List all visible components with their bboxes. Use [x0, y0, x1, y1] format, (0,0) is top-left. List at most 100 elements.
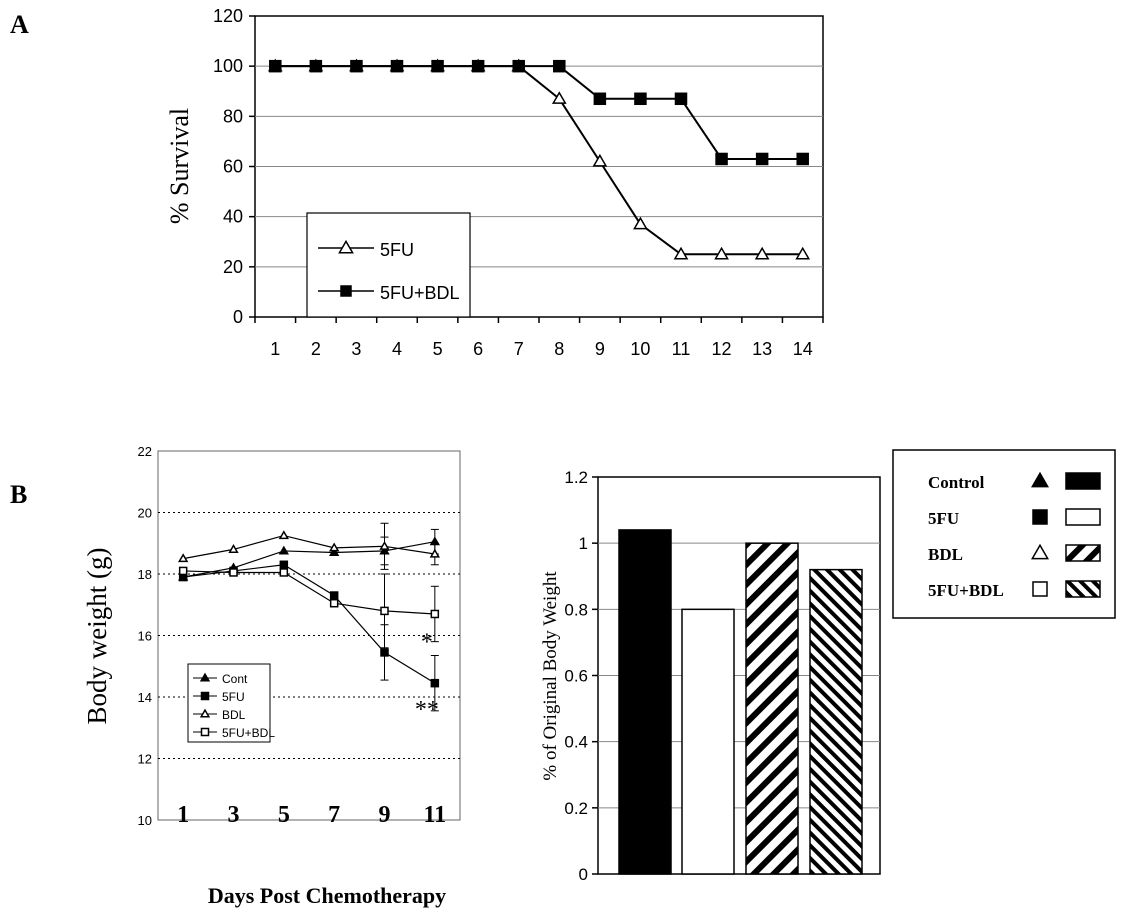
survival-ytick-label: 0: [233, 307, 243, 327]
survival-xtick-label: 11: [672, 339, 691, 359]
legend-marker: [200, 691, 210, 701]
legend-marker: [1030, 543, 1050, 560]
body-weight-series-line: [183, 534, 435, 560]
legend-label: 5FU+BDL: [222, 726, 275, 740]
shared-xlabel: Days Post Chemotherapy: [208, 883, 446, 908]
bar-ytick-label: 0.2: [564, 799, 588, 818]
body-weight-legend: Cont 5FU BDL 5FU+BDL: [187, 663, 275, 743]
survival-point: [471, 59, 485, 73]
body-weight-ytick-label: 18: [138, 567, 152, 582]
legend-marker: [1032, 581, 1048, 597]
survival-xtick-label: 10: [630, 339, 650, 359]
survival-xtick-label: 5: [433, 339, 443, 359]
legend-label: Control: [928, 473, 985, 492]
bar-5fu: [681, 608, 735, 875]
survival-xtick-label: 13: [752, 339, 772, 359]
bar-bdl: [745, 542, 799, 875]
legend-marker: [1032, 509, 1048, 525]
legend-label: BDL: [222, 708, 246, 722]
body-weight-ylabel: Body weight (g): [82, 548, 112, 725]
survival-legend: 5FU 5FU+BDL: [306, 212, 471, 318]
survival-xtick-label: 6: [473, 339, 483, 359]
legend-swatch: [1065, 580, 1101, 598]
survival-xtick-label: 3: [351, 339, 361, 359]
panel-label-b: B: [10, 480, 27, 509]
survival-ytick-label: 80: [223, 106, 243, 126]
body-weight-ytick-label: 20: [138, 506, 152, 521]
survival-xtick-label: 8: [554, 339, 564, 359]
survival-point: [634, 92, 647, 106]
body-weight-point: [329, 591, 339, 600]
survival-point: [633, 216, 648, 230]
bar-ytick-label: 1: [579, 534, 588, 553]
body-weight-point: [379, 540, 390, 550]
legend-label: 5FU: [222, 690, 245, 704]
survival-point: [754, 246, 770, 260]
survival-ytick-label: 120: [213, 6, 243, 26]
survival-point: [755, 152, 769, 166]
body-weight-ytick-label: 14: [138, 690, 152, 705]
body-weight-xtick-label: 1: [177, 802, 189, 828]
body-weight-ytick-label: 12: [138, 752, 152, 767]
survival-point: [269, 59, 282, 73]
body-weight-point: [278, 530, 289, 540]
legend-swatch: [1065, 472, 1101, 490]
survival-point: [512, 59, 525, 73]
body-weight-ytick-label: 16: [138, 629, 152, 644]
legend-marker: [199, 708, 211, 718]
legend-label: 5FU+BDL: [928, 581, 1004, 600]
survival-ytick-label: 60: [223, 157, 243, 177]
bar-ytick-label: 0.4: [564, 733, 588, 752]
survival-point: [390, 59, 404, 73]
legend-swatch: [1065, 544, 1101, 562]
survival-xtick-label: 2: [311, 339, 321, 359]
panel-label-a: A: [10, 10, 29, 39]
survival-series-line: [275, 65, 803, 160]
bar-control: [618, 529, 672, 875]
survival-point: [796, 152, 809, 166]
legend-label-5fu: 5FU: [380, 240, 414, 260]
body-weight-point: [228, 544, 239, 553]
legend-label: BDL: [928, 545, 963, 564]
body-weight-xtick-label: 3: [228, 802, 240, 828]
survival-point: [715, 152, 728, 166]
body-weight-point: [430, 678, 440, 688]
bar-ytick-label: 1.2: [564, 468, 588, 487]
body-weight-point: [380, 648, 389, 657]
body-weight-point: [178, 566, 188, 576]
body-weight-point: [329, 598, 339, 608]
survival-point: [553, 59, 566, 73]
survival-ytick-label: 40: [223, 207, 243, 227]
survival-xtick-label: 14: [793, 339, 813, 359]
body-weight-ytick-label: 22: [138, 444, 152, 459]
legend-marker: [200, 727, 210, 737]
significance-marker: **: [415, 697, 439, 723]
body-weight-xtick-label: 9: [379, 802, 391, 828]
body-weight-point: [429, 548, 440, 558]
survival-xtick-label: 4: [392, 339, 402, 359]
survival-xtick-label: 9: [595, 339, 605, 359]
survival-ytick-label: 20: [223, 257, 243, 277]
body-weight-point: [430, 609, 440, 619]
survival-point: [431, 59, 444, 73]
survival-ytick-label: 100: [213, 56, 243, 76]
body-weight-ytick-label: 10: [138, 813, 152, 828]
legend-marker: [1030, 471, 1050, 488]
body-weight-xtick-label: 5: [278, 802, 290, 828]
body-weight-point: [329, 542, 340, 552]
body-weight-point: [329, 547, 340, 557]
legend-label: Cont: [222, 672, 248, 686]
body-weight-xtick-label: 11: [423, 802, 446, 828]
bar-5fu-bdl: [809, 568, 863, 875]
body-weight-point: [279, 568, 289, 577]
survival-point: [309, 59, 323, 73]
body-weight-series-line: [183, 541, 435, 578]
bar-ytick-label: 0.6: [564, 667, 588, 686]
survival-point: [592, 153, 608, 167]
group-legend: Control 5FU BDL 5FU+BDL: [892, 449, 1116, 619]
survival-point: [714, 246, 729, 260]
body-weight-point: [278, 545, 289, 555]
original-weight-ylabel: % of Original Body Weight: [540, 571, 561, 781]
body-weight-series-line: [183, 570, 435, 615]
